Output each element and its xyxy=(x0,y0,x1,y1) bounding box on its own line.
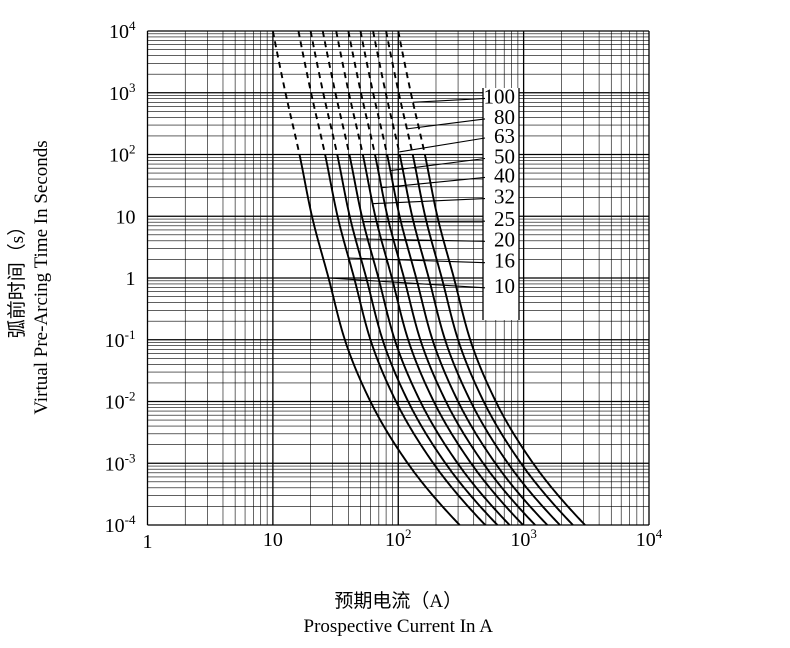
svg-text:80: 80 xyxy=(494,105,515,129)
svg-text:1: 1 xyxy=(126,268,136,290)
svg-text:100: 100 xyxy=(484,84,516,108)
svg-text:16: 16 xyxy=(494,249,515,273)
svg-text:10: 10 xyxy=(263,529,283,551)
svg-text:10: 10 xyxy=(116,206,136,228)
svg-text:50: 50 xyxy=(494,145,515,169)
svg-text:10: 10 xyxy=(494,274,515,298)
svg-text:1: 1 xyxy=(143,531,153,553)
svg-text:32: 32 xyxy=(494,185,515,209)
svg-text:25: 25 xyxy=(494,207,515,231)
